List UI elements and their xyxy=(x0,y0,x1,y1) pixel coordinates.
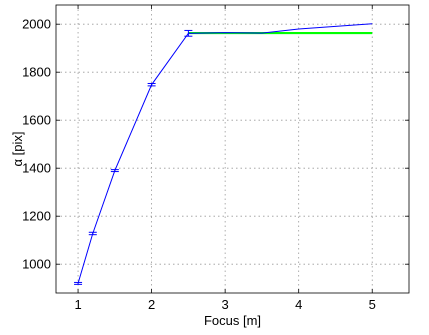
x-axis-title: Focus [m] xyxy=(204,313,261,328)
tick-layer: 1 2 3 4 5 1000 1200 1400 1600 1800 2000 xyxy=(22,5,409,312)
x-tick-label-1: 2 xyxy=(148,297,155,312)
y-tick-label-0: 1000 xyxy=(22,257,51,272)
y-tick-label-3: 1600 xyxy=(22,113,51,128)
y-tick-label-5: 2000 xyxy=(22,17,51,32)
x-tick-label-3: 4 xyxy=(295,297,302,312)
y-axis-title: α [pix] xyxy=(10,132,25,167)
grid xyxy=(56,5,409,293)
x-tick-label-2: 3 xyxy=(222,297,229,312)
y-tick-label-2: 1400 xyxy=(22,161,51,176)
x-tick-label-4: 5 xyxy=(369,297,376,312)
x-tick-label-0: 1 xyxy=(74,297,81,312)
y-tick-label-4: 1800 xyxy=(22,65,51,80)
plot-frame xyxy=(55,4,410,294)
series-layer xyxy=(74,23,373,285)
y-tick-label-1: 1200 xyxy=(22,209,51,224)
